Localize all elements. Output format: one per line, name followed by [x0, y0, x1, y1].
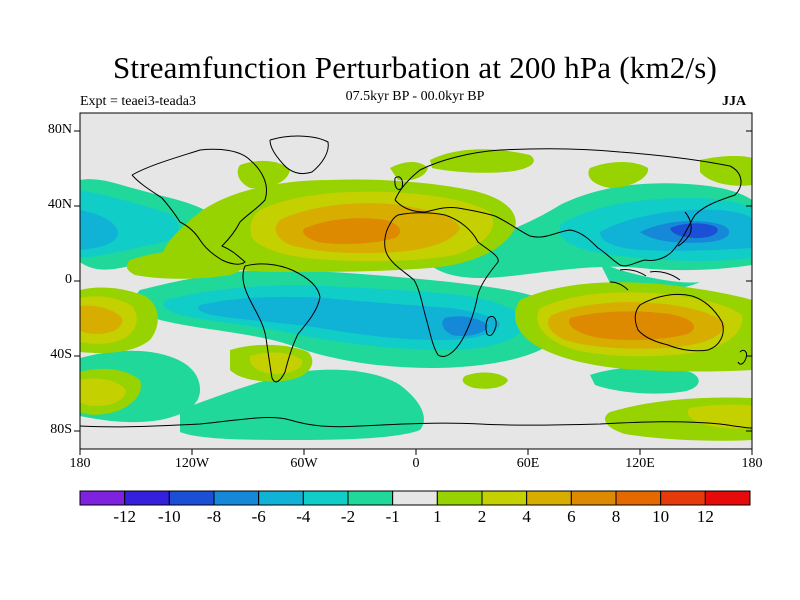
colorbar-swatch-7 [392, 490, 438, 506]
contour-field [80, 113, 752, 449]
contour-pos1-south-atlantic-small [462, 372, 508, 389]
coastline-south-america [242, 263, 321, 383]
lat-label-0: 0 [65, 272, 72, 287]
lon-label-120e: 120E [625, 456, 655, 471]
colorbar-label-9: 4 [522, 507, 531, 526]
colorbar-swatch-8 [436, 490, 483, 506]
colorbar-swatch-9 [481, 490, 528, 506]
contour-pos1-arctic-east [700, 155, 752, 186]
lat-label-80s: 80S [50, 422, 72, 437]
lon-label-180e: 180 [741, 456, 763, 471]
colorbar-label-4: -4 [296, 507, 311, 526]
coastline-north-america [131, 148, 267, 265]
colorbar-swatch-11 [570, 490, 617, 506]
colorbar-swatch-3 [213, 490, 260, 506]
coastlines [80, 135, 752, 429]
experiment-label: Expt = teaei3-teada3 [80, 94, 196, 109]
colorbar-swatch-1 [124, 490, 170, 506]
coastline-new-zealand [737, 349, 747, 365]
lon-label-60w: 60W [290, 456, 318, 471]
colorbar-label-5: -2 [340, 507, 356, 526]
contour-neg1-southern-ocean [180, 369, 424, 440]
lat-label-40s: 40S [50, 347, 72, 362]
contour-neg8-asia-pacific [670, 223, 718, 238]
colorbar-swatch-10 [526, 490, 572, 506]
contour-pos1-greenland [237, 160, 290, 189]
contour-pos6-north-atlantic [303, 218, 401, 245]
coastline-madagascar [485, 315, 497, 337]
coastline-japan [677, 211, 692, 247]
contour-neg1-east-south [590, 367, 699, 394]
longitude-ticks [79, 449, 753, 455]
coastline-australia [634, 293, 724, 352]
coastline-eurasia [394, 148, 742, 267]
colorbar-swatch-13 [660, 490, 706, 506]
colorbar-label-7: 1 [433, 507, 442, 526]
contour-pos1-north-asia [588, 162, 649, 188]
colorbar-swatch-4 [258, 490, 304, 506]
contour-pos6-indo-australia [568, 311, 694, 341]
lon-label-0: 0 [412, 456, 420, 471]
season-label: JJA [722, 94, 747, 109]
contour-pos1-eurasia [430, 149, 534, 173]
lon-label-180w: 180 [69, 456, 91, 471]
contour-neg4-southern-band [198, 296, 500, 340]
colorbar-swatch-14 [704, 490, 751, 506]
map-title: Streamfunction Perturbation at 200 hPa (… [112, 50, 718, 85]
coastline-africa [384, 212, 499, 357]
contour-pos1-barents [390, 162, 428, 181]
colorbar-label-12: 10 [652, 507, 670, 526]
colorbar-label-11: 8 [611, 507, 621, 526]
lat-label-40n: 40N [47, 197, 72, 212]
colorbar-swatch-6 [347, 490, 394, 506]
lon-label-60e: 60E [516, 456, 540, 471]
colorbar-label-13: 12 [696, 507, 714, 526]
colorbar-swatch-12 [615, 490, 662, 506]
lat-label-80n: 80N [47, 122, 72, 137]
colorbar-label-1: -10 [157, 507, 181, 526]
colorbar-swatch-2 [168, 490, 215, 506]
coastline-greenland [269, 135, 329, 175]
contour-pos1-mid-pacific [126, 249, 245, 279]
period-label: 07.5kyr BP - 00.0kyr BP [345, 89, 485, 104]
colorbar [79, 490, 751, 506]
colorbar-label-6: -1 [385, 507, 400, 526]
colorbar-label-8: 2 [477, 507, 487, 526]
contour-pos4-south-pacific [80, 305, 123, 334]
contour-neg6-southern-band [442, 316, 488, 336]
colorbar-swatch-0 [79, 490, 126, 506]
coastline-uk [394, 176, 403, 191]
coastline-indonesia [609, 269, 681, 291]
colorbar-label-2: -8 [206, 507, 222, 526]
coastline-antarctica [80, 416, 752, 429]
lon-label-120w: 120W [174, 456, 210, 471]
contour-pos2-southwest [80, 378, 126, 406]
latitude-ticks [74, 130, 752, 432]
colorbar-label-0: -12 [113, 507, 136, 526]
colorbar-swatch-5 [302, 490, 349, 506]
contour-neg4-north-pacific [80, 210, 118, 250]
colorbar-label-3: -6 [251, 507, 266, 526]
colorbar-label-10: 6 [567, 507, 576, 526]
